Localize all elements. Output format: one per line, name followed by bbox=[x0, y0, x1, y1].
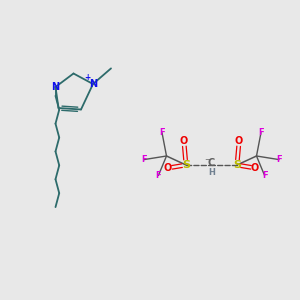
Text: O: O bbox=[180, 136, 188, 146]
Text: O: O bbox=[235, 136, 243, 146]
Text: F: F bbox=[159, 128, 165, 137]
Text: −: − bbox=[205, 157, 211, 163]
Text: +: + bbox=[85, 73, 91, 82]
Text: H: H bbox=[208, 168, 215, 177]
Text: S: S bbox=[233, 160, 241, 170]
Text: F: F bbox=[276, 155, 282, 164]
Text: F: F bbox=[262, 171, 267, 180]
Text: N: N bbox=[51, 82, 60, 92]
Text: F: F bbox=[141, 155, 147, 164]
Text: O: O bbox=[251, 163, 259, 173]
Text: C: C bbox=[208, 158, 215, 168]
Text: F: F bbox=[258, 128, 264, 137]
Text: O: O bbox=[164, 163, 172, 173]
Text: S: S bbox=[182, 160, 190, 170]
Text: N: N bbox=[89, 79, 97, 89]
Text: F: F bbox=[156, 171, 161, 180]
